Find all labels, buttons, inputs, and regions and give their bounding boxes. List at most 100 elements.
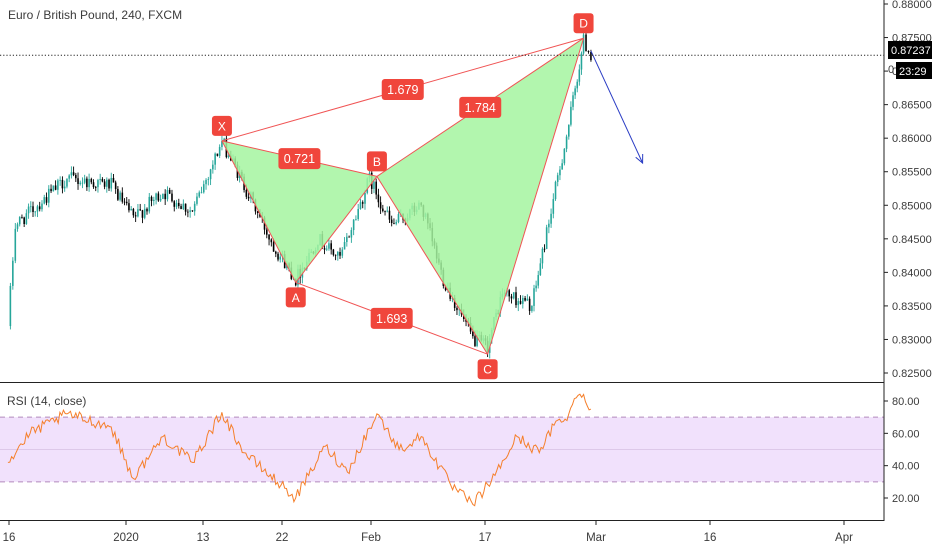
pattern-point-b: B [366,151,387,172]
candle-body [9,285,12,327]
candle-body [275,251,277,254]
candle-body [458,309,461,311]
candle-body [388,210,391,220]
candle-body [359,202,362,209]
pattern-point-x: X [211,115,232,136]
candle-body [159,198,162,201]
candle-body [456,307,458,311]
price-tick-label: 0.85500 [892,167,932,179]
time-tick-label: Mar [586,532,606,544]
candle-body [474,336,476,346]
candle-body [373,181,375,189]
candle-body [164,193,166,200]
projection-arrow-head [635,154,644,165]
candle-body [585,34,587,52]
candle-body [216,153,219,156]
candle-body [563,148,566,164]
candle-body [379,202,382,209]
candle-body [150,196,153,202]
candle-body [132,208,135,216]
candle-body [556,175,559,182]
rsi-tick-label: 20.00 [892,493,920,505]
candle-body [101,179,104,182]
candle-body [75,174,77,179]
candle-body [196,196,198,204]
candle-body [227,155,230,158]
candle-body [265,229,268,235]
candle-body [355,219,357,220]
time-tick-label: 22 [276,532,289,544]
candle-body [128,203,130,211]
candle-body [587,51,590,53]
point-label-box [573,13,594,34]
harmonic-pattern: X A B C D 0.721 1.679 1.693 1.784 [0,13,884,380]
time-tick-label: 17 [479,532,492,544]
candle-body [539,263,542,276]
candle-body [522,298,524,304]
candle-body [397,214,400,223]
candle-body [350,230,353,238]
candle-body [334,254,337,256]
candle-body [200,192,203,194]
candle-body [117,189,119,200]
candle-body [209,169,212,180]
candle-body [182,203,185,210]
candle-body [517,301,520,306]
candle-body [97,180,99,188]
last-price-label: 0.87237 [891,45,931,57]
candle-body [36,206,39,212]
pattern-point-d: D [573,13,594,34]
candle-body [202,184,205,193]
candle-body [279,256,282,260]
candle-body [357,208,359,220]
candle-body [112,177,115,183]
candle-body [395,222,398,224]
ratio-label: 1.693 [370,307,413,329]
price-axis-partial-label: 0 [888,64,894,76]
candle-body [472,331,474,337]
candle-body [453,297,456,308]
candle-body [34,211,37,213]
point-label-text: D [579,17,588,31]
candle-body [157,193,160,201]
price-tick-label: 0.84500 [892,234,932,246]
candle-body [352,219,355,231]
candle-body [552,199,555,214]
candle-body [171,193,173,202]
candle-body [139,209,141,211]
candle-body [110,177,113,189]
candle-body [565,136,568,149]
candle-body [386,210,389,212]
ratio-label-box [381,79,424,101]
price-tick-label: 0.84000 [892,267,932,279]
candle-body [247,196,250,199]
candle-body [130,208,132,211]
candle-body [137,209,139,217]
candle-body [86,178,88,188]
candle-body [59,179,61,181]
candle-body [119,192,121,200]
point-label-text: X [218,119,226,133]
ratio-label-text: 1.693 [376,312,407,326]
candle-body [390,219,393,224]
candle-body [162,193,164,199]
time-tick-label: Feb [361,532,381,544]
candle-body [88,179,90,188]
candle-body [121,192,124,202]
candle-body [205,179,207,185]
candle-body [57,180,59,190]
candle-body [27,206,30,214]
candle-body [277,253,279,260]
price-tick-label: 0.88000 [892,0,932,11]
candle-body [533,288,535,306]
candle-body [559,169,561,176]
candle-body [582,34,585,54]
candle-body [364,192,366,204]
candle-body [47,188,50,203]
point-label-box [477,359,498,380]
candle-body [393,223,395,224]
ratio-label-text: 1.784 [465,101,496,115]
